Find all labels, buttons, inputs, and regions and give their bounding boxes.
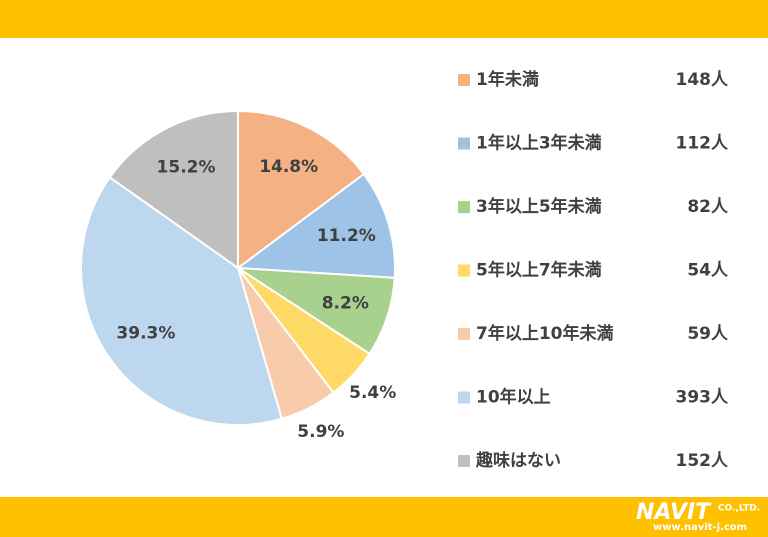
slice — [80, 175, 284, 426]
top-bar — [0, 0, 768, 38]
legend-count: 82人 — [687, 197, 729, 217]
data-label: 15.2% — [157, 158, 216, 178]
logo: NAVIT — [636, 500, 712, 525]
data-label: 11.2% — [317, 226, 376, 246]
legend-count: 393人 — [676, 388, 729, 408]
legend-swatch — [458, 264, 470, 277]
legend-swatch — [458, 201, 470, 213]
legend-label: 3年以上5年未満 — [476, 196, 602, 217]
legend-count: 59人 — [687, 324, 729, 344]
data-label: 39.3% — [116, 324, 175, 344]
slice — [235, 172, 396, 279]
legend-count: 54人 — [687, 261, 729, 281]
data-label: 8.2% — [322, 294, 369, 314]
legend-label: 1年未満 — [476, 69, 539, 90]
legend-swatch — [458, 137, 470, 150]
data-label: 5.9% — [297, 422, 344, 442]
legend-label: 1年以上3年未満 — [476, 133, 602, 154]
company: CO.,LTD. — [718, 504, 760, 514]
data-label: 14.8% — [259, 157, 318, 177]
legend: 1年未満 148人 1年以上3年未満 112人 3年以上5年未満 82人 5年以上7年未満 5… — [458, 69, 729, 471]
url: www.navit-j.com — [653, 522, 747, 533]
legend-count: 148人 — [676, 70, 729, 90]
legend-count: 112人 — [676, 134, 729, 154]
legend-swatch — [458, 328, 470, 340]
legend-label: 趣味はない — [475, 450, 561, 471]
bottom-bar — [0, 497, 768, 537]
legend-swatch — [458, 455, 470, 467]
slice — [237, 109, 366, 270]
legend-label: 5年以上7年未満 — [476, 260, 602, 281]
legend-label: 10年以上 — [476, 387, 551, 408]
legend-count: 152人 — [676, 451, 729, 471]
slice — [108, 109, 239, 270]
legend-swatch — [458, 74, 470, 86]
legend-swatch — [458, 391, 470, 404]
legend-label: 7年以上10年未満 — [476, 323, 614, 344]
pie: 14.8% 11.2% 8.2% 5.4%5.9% 39.3% 15.2% — [80, 109, 396, 442]
data-label: 5.4% — [349, 383, 396, 403]
